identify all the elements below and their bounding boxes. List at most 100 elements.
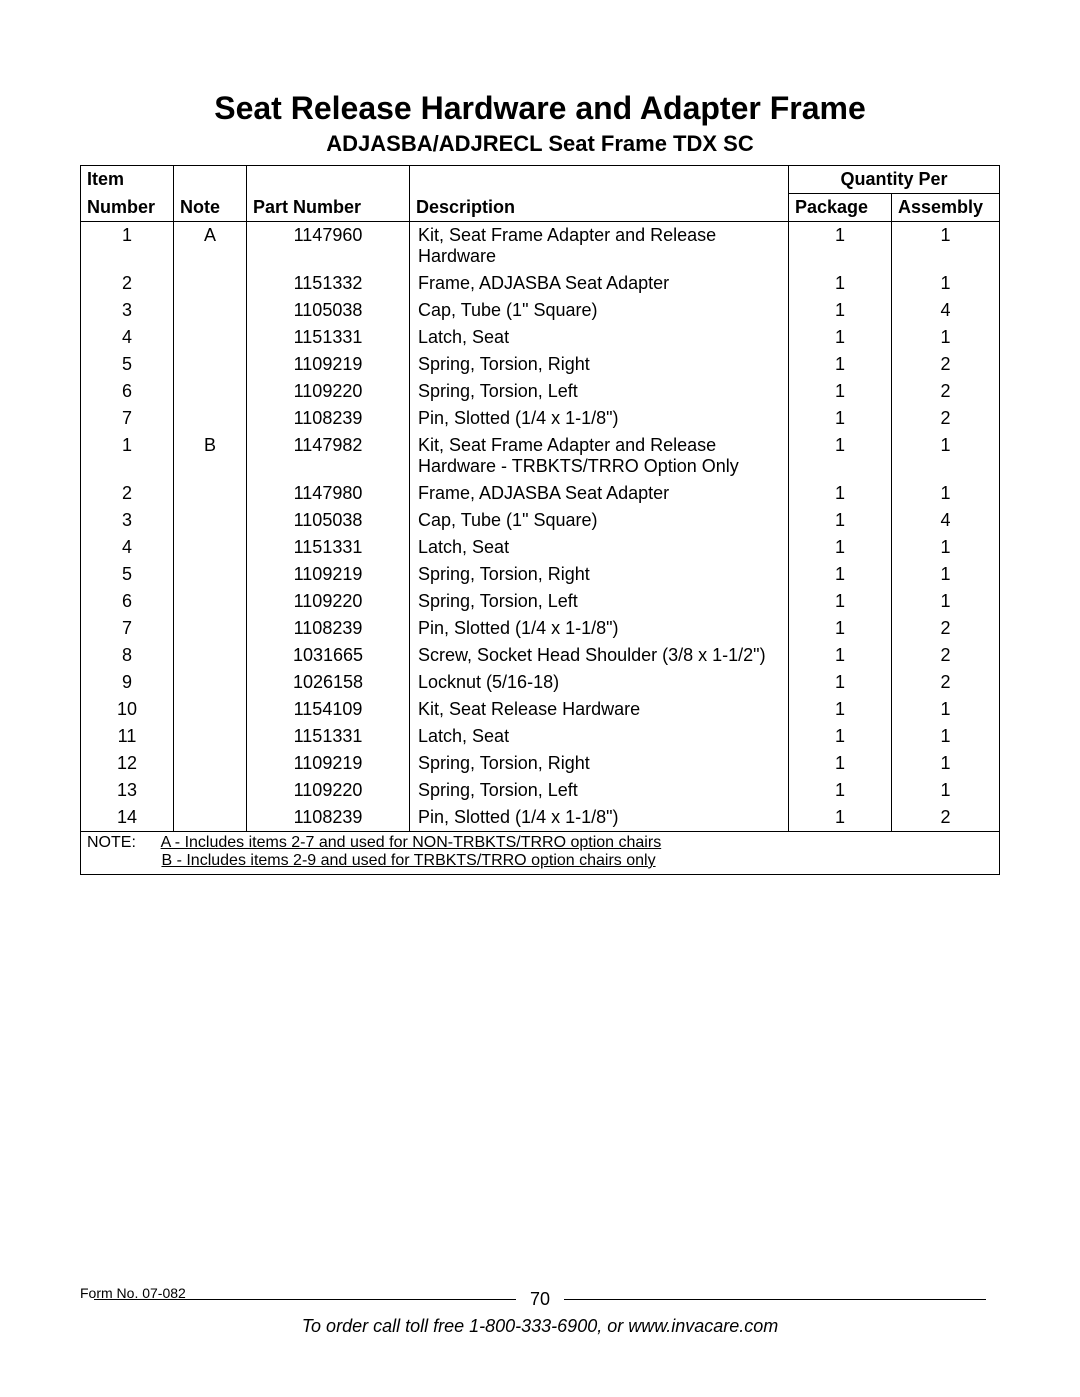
cell: 1 — [789, 297, 892, 324]
cell: Spring, Torsion, Left — [410, 777, 789, 804]
cell: 1151331 — [247, 324, 410, 351]
cell: Spring, Torsion, Right — [410, 351, 789, 378]
cell: 1 — [789, 405, 892, 432]
col-part: Part Number — [247, 194, 410, 222]
note-a: A - Includes items 2-7 and used for NON-… — [161, 834, 662, 851]
cell: 5 — [81, 561, 174, 588]
cell: 1 — [892, 222, 1000, 271]
cell: Spring, Torsion, Right — [410, 750, 789, 777]
cell: 1 — [789, 432, 892, 480]
cell: 1109220 — [247, 777, 410, 804]
cell — [174, 642, 247, 669]
cell: 4 — [892, 507, 1000, 534]
table-row: 81031665Screw, Socket Head Shoulder (3/8… — [81, 642, 1000, 669]
cell — [174, 324, 247, 351]
cell: 1154109 — [247, 696, 410, 723]
cell: 1 — [789, 378, 892, 405]
cell: 1 — [789, 642, 892, 669]
cell: 4 — [81, 324, 174, 351]
cell: 1151331 — [247, 723, 410, 750]
table-row: 41151331Latch, Seat11 — [81, 534, 1000, 561]
cell: 2 — [892, 378, 1000, 405]
cell: 2 — [892, 642, 1000, 669]
cell: 1 — [892, 777, 1000, 804]
page-footer: 70 To order call toll free 1-800-333-690… — [80, 1289, 1000, 1337]
cell — [174, 480, 247, 507]
col-note-top — [174, 166, 247, 194]
cell — [174, 669, 247, 696]
note-b: B - Includes items 2-9 and used for TRBK… — [161, 852, 655, 869]
cell: 1 — [892, 324, 1000, 351]
cell — [174, 507, 247, 534]
cell: Cap, Tube (1" Square) — [410, 507, 789, 534]
cell: Spring, Torsion, Left — [410, 378, 789, 405]
page-number: 70 — [530, 1289, 550, 1310]
cell: 1147960 — [247, 222, 410, 271]
cell — [174, 561, 247, 588]
cell: 2 — [892, 351, 1000, 378]
cell: Kit, Seat Frame Adapter and Release Hard… — [410, 432, 789, 480]
cell: 1 — [789, 696, 892, 723]
cell: 6 — [81, 378, 174, 405]
table-row: 61109220Spring, Torsion, Left11 — [81, 588, 1000, 615]
cell: 1 — [789, 669, 892, 696]
cell: 1 — [789, 324, 892, 351]
col-asm: Assembly — [892, 194, 1000, 222]
table-row: 91026158Locknut (5/16-18)12 — [81, 669, 1000, 696]
cell: 1109219 — [247, 351, 410, 378]
cell: 1 — [892, 480, 1000, 507]
cell: 1147980 — [247, 480, 410, 507]
cell: 1109220 — [247, 378, 410, 405]
cell: 1 — [892, 561, 1000, 588]
cell: Latch, Seat — [410, 324, 789, 351]
cell: B — [174, 432, 247, 480]
cell — [174, 777, 247, 804]
cell: 14 — [81, 804, 174, 832]
cell — [174, 696, 247, 723]
cell: 1109219 — [247, 750, 410, 777]
cell: 10 — [81, 696, 174, 723]
cell: 1 — [81, 432, 174, 480]
page-title: Seat Release Hardware and Adapter Frame — [80, 90, 1000, 127]
table-row: 71108239Pin, Slotted (1/4 x 1-1/8")12 — [81, 405, 1000, 432]
cell: 1 — [789, 480, 892, 507]
table-row: 41151331Latch, Seat11 — [81, 324, 1000, 351]
footer-rule-right — [564, 1299, 986, 1300]
cell: 1 — [789, 507, 892, 534]
cell: 2 — [892, 405, 1000, 432]
cell: 1 — [892, 270, 1000, 297]
col-pkg: Package — [789, 194, 892, 222]
cell: 1151331 — [247, 534, 410, 561]
cell: Pin, Slotted (1/4 x 1-1/8") — [410, 615, 789, 642]
cell: 1147982 — [247, 432, 410, 480]
table-row: 21151332Frame, ADJASBA Seat Adapter11 — [81, 270, 1000, 297]
page-subtitle: ADJASBA/ADJRECL Seat Frame TDX SC — [80, 131, 1000, 157]
cell: 1 — [789, 270, 892, 297]
cell: 1 — [892, 534, 1000, 561]
cell: 1 — [789, 351, 892, 378]
table-row: 71108239Pin, Slotted (1/4 x 1-1/8")12 — [81, 615, 1000, 642]
cell: Spring, Torsion, Left — [410, 588, 789, 615]
cell: 1 — [789, 750, 892, 777]
cell — [174, 351, 247, 378]
cell — [174, 270, 247, 297]
col-desc-top — [410, 166, 789, 194]
cell — [174, 723, 247, 750]
cell: Pin, Slotted (1/4 x 1-1/8") — [410, 804, 789, 832]
table-row: 111151331Latch, Seat11 — [81, 723, 1000, 750]
cell: A — [174, 222, 247, 271]
cell: Kit, Seat Frame Adapter and Release Hard… — [410, 222, 789, 271]
cell: 1109219 — [247, 561, 410, 588]
cell — [174, 588, 247, 615]
col-item-top: Item — [81, 166, 174, 194]
note-row: NOTE: A - Includes items 2-7 and used fo… — [81, 832, 1000, 875]
note-label: NOTE: — [87, 834, 157, 852]
cell: 1108239 — [247, 405, 410, 432]
cell: 1105038 — [247, 507, 410, 534]
col-item: Number — [81, 194, 174, 222]
table-row: 121109219Spring, Torsion, Right11 — [81, 750, 1000, 777]
table-row: 51109219Spring, Torsion, Right11 — [81, 561, 1000, 588]
cell: 1 — [892, 723, 1000, 750]
cell: 2 — [81, 270, 174, 297]
table-row: 31105038Cap, Tube (1" Square)14 — [81, 507, 1000, 534]
